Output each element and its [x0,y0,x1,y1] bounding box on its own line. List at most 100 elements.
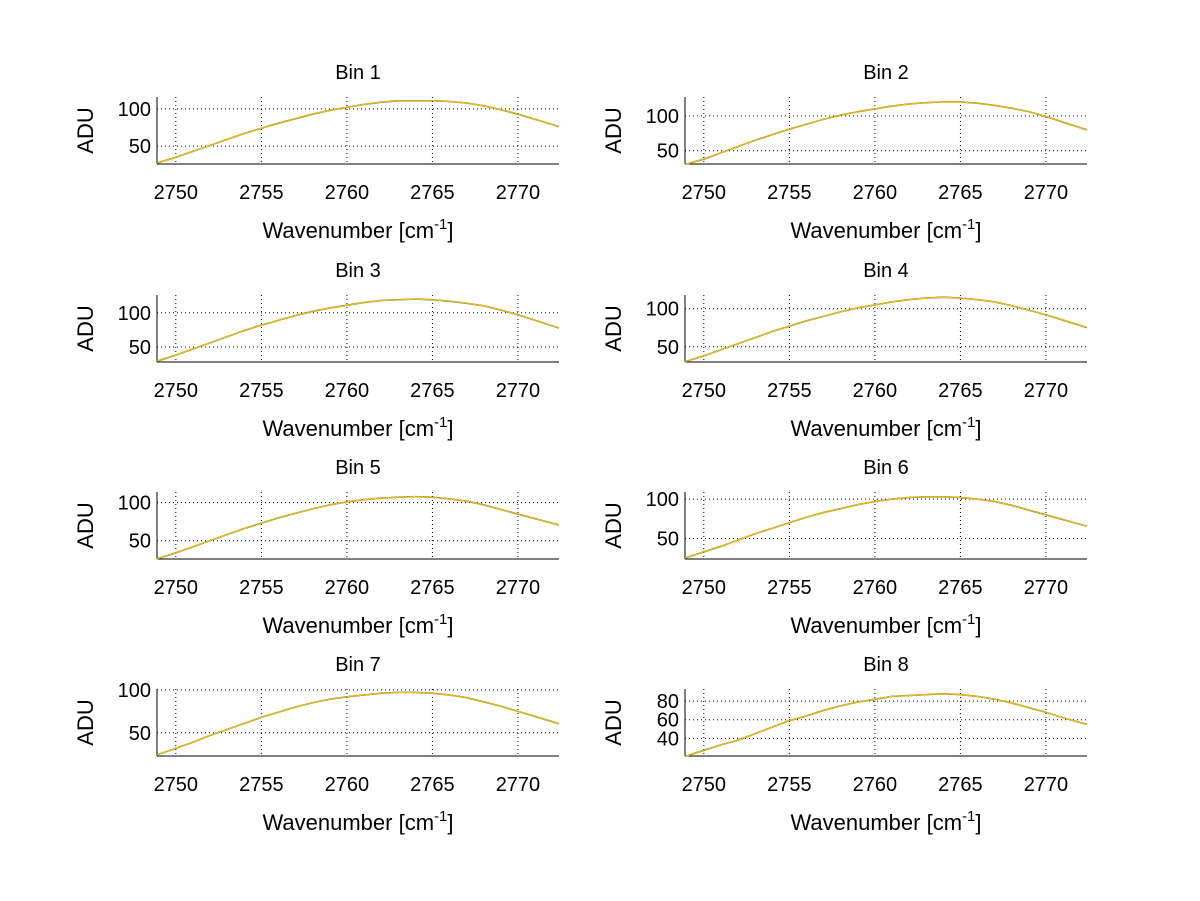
series-line [684,101,1088,166]
y-tick-label: 50 [657,141,679,163]
x-tick-label: 2765 [410,577,455,599]
subplot-title: Bin 1 [335,62,381,84]
x-tick-label: 2755 [239,182,284,204]
x-axis-label: Wavenumber [cm-1] [262,808,453,835]
subplot-3: 2750 2755 2760 2765 2770 50 100 Bin 3 Wavenumber… [73,260,560,441]
series-line-under [156,691,560,756]
y-tick-label: 60 [657,710,679,732]
y-tick-label: 50 [657,337,679,359]
x-tick-label: 2765 [938,774,983,796]
subplot-title: Bin 3 [335,260,381,282]
y-tick-label: 50 [129,337,151,359]
subplot-title: Bin 2 [863,62,909,84]
y-axis-label: ADU [73,502,98,548]
series-line-under [156,495,560,560]
x-axis-label: Wavenumber [cm-1] [262,216,453,243]
x-tick-label: 2770 [496,182,541,204]
x-tick-label: 2760 [853,577,898,599]
x-tick-label: 2750 [154,380,199,402]
y-tick-label: 100 [118,303,151,325]
x-tick-label: 2750 [682,182,727,204]
x-tick-label: 2765 [410,182,455,204]
y-axis-label: ADU [73,305,98,351]
x-tick-label: 2750 [682,380,727,402]
x-tick-label: 2750 [154,182,199,204]
series-line [156,495,560,560]
y-axis-label: ADU [73,107,98,153]
x-tick-label: 2755 [239,774,284,796]
x-tick-label: 2765 [410,774,455,796]
x-axis-label: Wavenumber [cm-1] [790,611,981,638]
x-tick-label: 2755 [767,182,812,204]
series-line-under [156,298,560,362]
series-line-under [156,99,560,164]
x-axis-label: Wavenumber [cm-1] [790,414,981,441]
y-tick-label: 50 [657,529,679,551]
y-tick-label: 100 [646,489,679,511]
x-tick-label: 2760 [325,380,370,402]
x-tick-label: 2765 [410,380,455,402]
y-axis-label: ADU [73,699,98,745]
subplot-7: 2750 2755 2760 2765 2770 50 100 Bin 7 Wavenumber… [73,654,560,835]
x-tick-label: 2770 [1024,774,1069,796]
y-tick-label: 100 [118,680,151,702]
x-tick-label: 2760 [325,182,370,204]
x-tick-label: 2755 [239,380,284,402]
y-tick-label: 80 [657,691,679,713]
x-axis-label: Wavenumber [cm-1] [262,611,453,638]
x-axis-label: Wavenumber [cm-1] [790,216,981,243]
x-tick-label: 2760 [853,774,898,796]
x-tick-label: 2765 [938,577,983,599]
x-tick-label: 2770 [1024,182,1069,204]
x-tick-label: 2770 [496,380,541,402]
x-axis-label: Wavenumber [cm-1] [262,414,453,441]
series-line [156,691,560,756]
y-axis-label: ADU [601,699,626,745]
x-tick-label: 2765 [938,380,983,402]
x-tick-label: 2770 [1024,577,1069,599]
subplot-2: 2750 2755 2760 2765 2770 50 100 Bin 2 Wavenumber… [601,62,1088,243]
x-tick-label: 2760 [853,182,898,204]
x-axis-label: Wavenumber [cm-1] [790,808,981,835]
y-axis-label: ADU [601,305,626,351]
y-tick-label: 100 [646,299,679,321]
x-tick-label: 2755 [767,774,812,796]
x-tick-label: 2760 [325,577,370,599]
x-tick-label: 2750 [154,774,199,796]
series-line-under [684,296,1088,363]
y-tick-label: 50 [129,136,151,158]
y-tick-label: 100 [646,106,679,128]
y-tick-label: 100 [118,99,151,121]
series-line-under [684,495,1088,559]
subplot-title: Bin 8 [863,654,909,676]
series-line [684,693,1088,758]
x-tick-label: 2760 [325,774,370,796]
x-tick-label: 2770 [1024,380,1069,402]
x-tick-label: 2750 [682,774,727,796]
x-tick-label: 2755 [767,577,812,599]
subplot-6: 2750 2755 2760 2765 2770 50 100 Bin 6 Wavenumber… [601,457,1088,638]
x-tick-label: 2755 [239,577,284,599]
x-tick-label: 2770 [496,774,541,796]
series-line [684,296,1088,363]
y-tick-label: 50 [129,531,151,553]
subplot-4: 2750 2755 2760 2765 2770 50 100 Bin 4 Wavenumber… [601,260,1088,441]
x-tick-label: 2770 [496,577,541,599]
subplot-title: Bin 6 [863,457,909,479]
series-line [684,496,1088,559]
x-tick-label: 2765 [938,182,983,204]
y-axis-label: ADU [601,107,626,153]
x-tick-label: 2755 [767,380,812,402]
y-axis-label: ADU [601,502,626,548]
y-tick-label: 50 [129,723,151,745]
y-tick-label: 100 [118,493,151,515]
subplot-title: Bin 4 [863,260,909,282]
x-tick-label: 2750 [154,577,199,599]
series-line [156,298,560,362]
subplot-5: 2750 2755 2760 2765 2770 50 100 Bin 5 Wavenumber… [73,457,560,638]
x-tick-label: 2760 [853,380,898,402]
subplot-title: Bin 5 [335,457,381,479]
series-line-under [684,692,1088,758]
